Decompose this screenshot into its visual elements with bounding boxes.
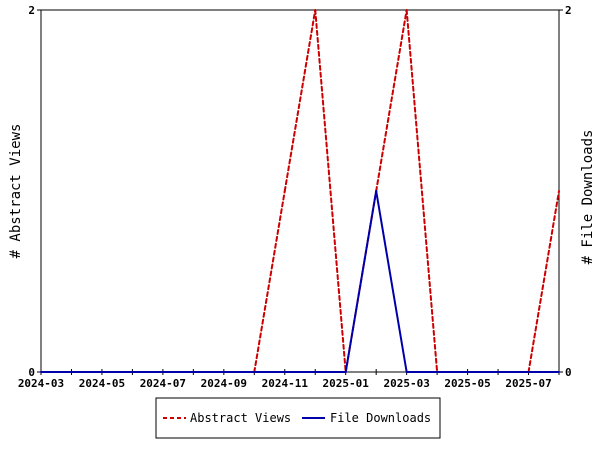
x-tick-label: 2025-03 (383, 377, 429, 390)
series-segment-file-downloads (344, 190, 378, 373)
series-segment-abstract-views (253, 190, 286, 373)
x-tick-label: 2024-11 (262, 377, 309, 390)
right-y-tick-label: 2 (565, 4, 572, 17)
legend: Abstract Views File Downloads (155, 397, 441, 439)
series-segment-abstract-views (314, 9, 347, 373)
legend-label-abstract-views: Abstract Views (190, 411, 291, 425)
x-tick-label: 2025-07 (505, 377, 551, 390)
series-segment-abstract-views (527, 190, 560, 373)
x-tick-label: 2024-05 (79, 377, 125, 390)
plot-area (40, 9, 560, 373)
left-y-tick-label: 2 (28, 4, 35, 17)
x-tick-label: 2024-03 (18, 377, 64, 390)
legend-box (155, 397, 441, 439)
x-tick-label: 2025-01 (323, 377, 370, 390)
series-segment-abstract-views (405, 9, 439, 373)
x-tick-label: 2024-07 (140, 377, 186, 390)
right-axis-title: # File Downloads (580, 130, 596, 265)
series-segment-abstract-views (375, 9, 408, 192)
right-y-tick-label: 0 (565, 366, 572, 379)
series-segment-file-downloads (375, 190, 408, 373)
left-axis-title: # Abstract Views (8, 124, 24, 259)
x-tick-label: 2024-09 (201, 377, 247, 390)
legend-label-file-downloads: File Downloads (330, 411, 431, 425)
x-tick-label: 2025-05 (444, 377, 490, 390)
series-segment-abstract-views (283, 9, 317, 192)
left-y-tick-label: 0 (28, 366, 35, 379)
